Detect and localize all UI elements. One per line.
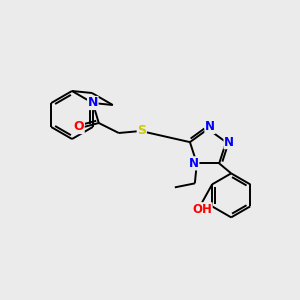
Text: OH: OH	[192, 203, 212, 216]
Text: O: O	[74, 121, 84, 134]
Text: N: N	[224, 136, 234, 148]
Text: N: N	[88, 97, 98, 110]
Text: S: S	[137, 124, 146, 137]
Text: N: N	[205, 121, 215, 134]
Text: N: N	[189, 157, 199, 170]
